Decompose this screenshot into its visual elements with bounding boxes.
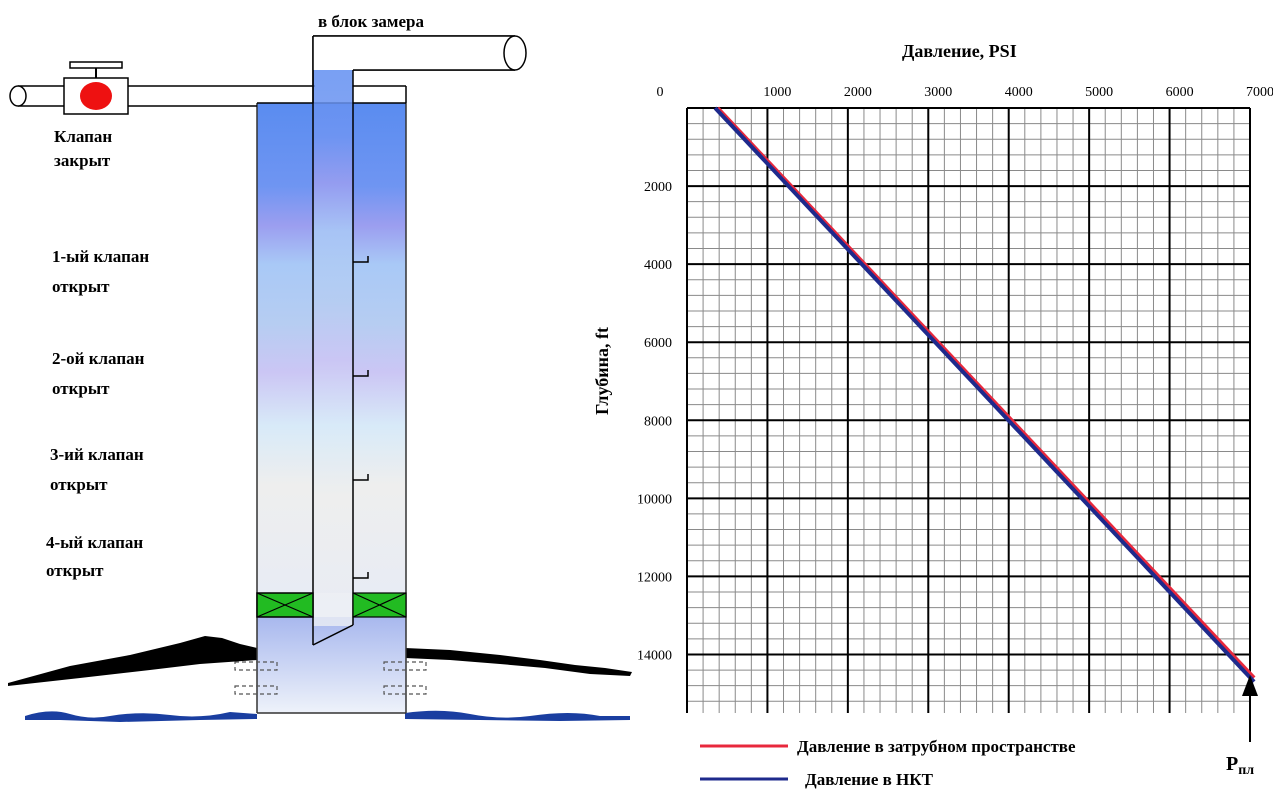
y-tick-label: 8000 — [644, 414, 672, 429]
packer — [256, 592, 407, 618]
valve-3-label-line1: 3-ий клапан — [50, 445, 144, 464]
valve-4-label-line2: открыт — [46, 561, 104, 580]
surface-valve — [63, 61, 129, 115]
chart-series — [713, 106, 1256, 684]
gas-lift-valves — [353, 256, 369, 579]
valve-2-label-line1: 2-ой клапан — [52, 349, 145, 368]
outlet-label: в блок замера — [318, 12, 425, 31]
valve-3-label-line2: открыт — [50, 475, 108, 494]
ground-surface-right — [405, 648, 632, 676]
x-tick-labels: 0 1000 2000 3000 4000 5000 6000 7000 — [657, 85, 1273, 100]
x-tick-label: 6000 — [1166, 85, 1194, 100]
y-tick-label: 6000 — [644, 336, 672, 351]
y-axis-label: Глубина, ft — [592, 327, 612, 415]
x-tick-label: 4000 — [1005, 85, 1033, 100]
x-tick-label: 1000 — [763, 85, 791, 100]
y-tick-label: 14000 — [637, 648, 672, 663]
tubing — [312, 35, 527, 646]
legend-label-annulus: Давление в затрубном пространстве — [797, 737, 1076, 756]
valve-1-label-line1: 1-ый клапан — [52, 247, 149, 266]
perforations — [234, 661, 427, 695]
chart-legend: Давление в затрубном пространстве Давлен… — [700, 737, 1076, 789]
valve-2-label-line2: открыт — [52, 379, 110, 398]
x-tick-label: 2000 — [844, 85, 872, 100]
valve-1-label-line2: открыт — [52, 277, 110, 296]
legend-label-tubing: Давление в НКТ — [805, 770, 934, 789]
gas-lift-valve-1 — [353, 256, 369, 263]
x-tick-label: 7000 — [1246, 85, 1273, 100]
surface-valve-label-line2: закрыт — [54, 151, 111, 170]
ground-surface — [8, 636, 257, 686]
x-tick-label: 3000 — [924, 85, 952, 100]
reservoir-pressure-marker: Pпл — [1226, 675, 1258, 778]
water-layer-right — [405, 710, 630, 721]
valve-4-label-line1: 4-ый клапан — [46, 533, 143, 552]
x-tick-label: 0 — [657, 85, 664, 100]
y-tick-label: 10000 — [637, 492, 672, 507]
casing-bottom-fluid — [257, 617, 406, 713]
gas-lift-valve-4 — [353, 572, 369, 579]
water-layer — [25, 711, 257, 722]
chart-title: Давление, PSI — [902, 41, 1017, 61]
y-tick-labels: 2000 4000 6000 8000 10000 12000 14000 — [637, 180, 672, 663]
surface-valve-label-line1: Клапан — [54, 127, 112, 146]
x-tick-label: 5000 — [1085, 85, 1113, 100]
well-diagram: в блок замера Клапан закрыт 1-ый клапан … — [8, 12, 632, 722]
chart-grid-minor — [686, 107, 1251, 713]
y-tick-label: 2000 — [644, 180, 672, 195]
y-tick-label: 12000 — [637, 570, 672, 585]
series-line-tubing — [713, 106, 1256, 684]
reservoir-pressure-label: Pпл — [1226, 753, 1254, 778]
gas-lift-valve-3 — [353, 474, 369, 481]
y-tick-label: 4000 — [644, 258, 672, 273]
chart-grid-major — [686, 107, 1251, 713]
gas-lift-valve-2 — [353, 370, 369, 377]
pressure-depth-chart: 0 1000 2000 3000 4000 5000 6000 7000 2000 4000 60… — [592, 41, 1273, 789]
valve-closed-indicator — [80, 82, 112, 110]
